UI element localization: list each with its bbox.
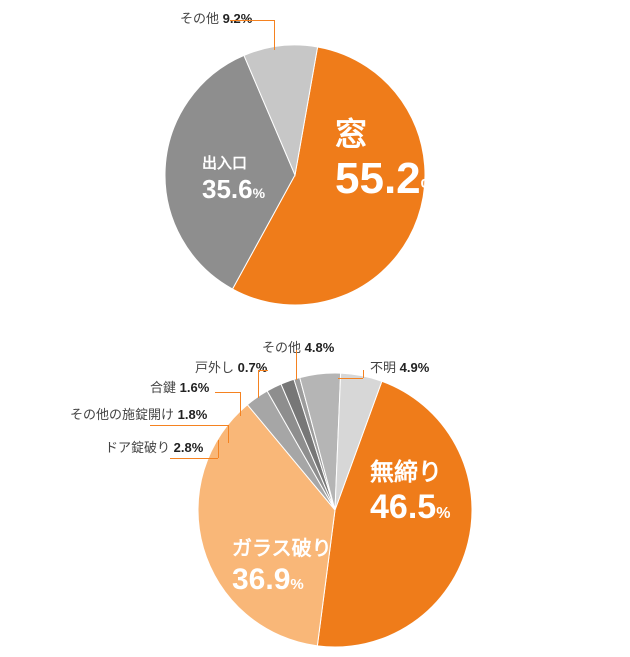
callout-label: ドア錠破り 2.8% bbox=[105, 437, 203, 456]
callout-label: その他 4.8% bbox=[262, 337, 334, 356]
pie-chart: 無締り46.5%ガラス破り36.9% bbox=[0, 0, 630, 657]
callout-label: 不明 4.9% bbox=[370, 357, 429, 376]
callout-label: 戸外し 0.7% bbox=[195, 357, 267, 376]
callout-label: その他の施錠開け 1.8% bbox=[70, 404, 207, 423]
slice-title: 無締り bbox=[370, 458, 442, 486]
chart-stage: 窓55.2%出入口35.6%その他 9.2%無締り46.5%ガラス破り36.9%… bbox=[0, 0, 630, 657]
slice-title: ガラス破り bbox=[232, 537, 332, 560]
callout-label: 合鍵 1.6% bbox=[150, 377, 209, 396]
